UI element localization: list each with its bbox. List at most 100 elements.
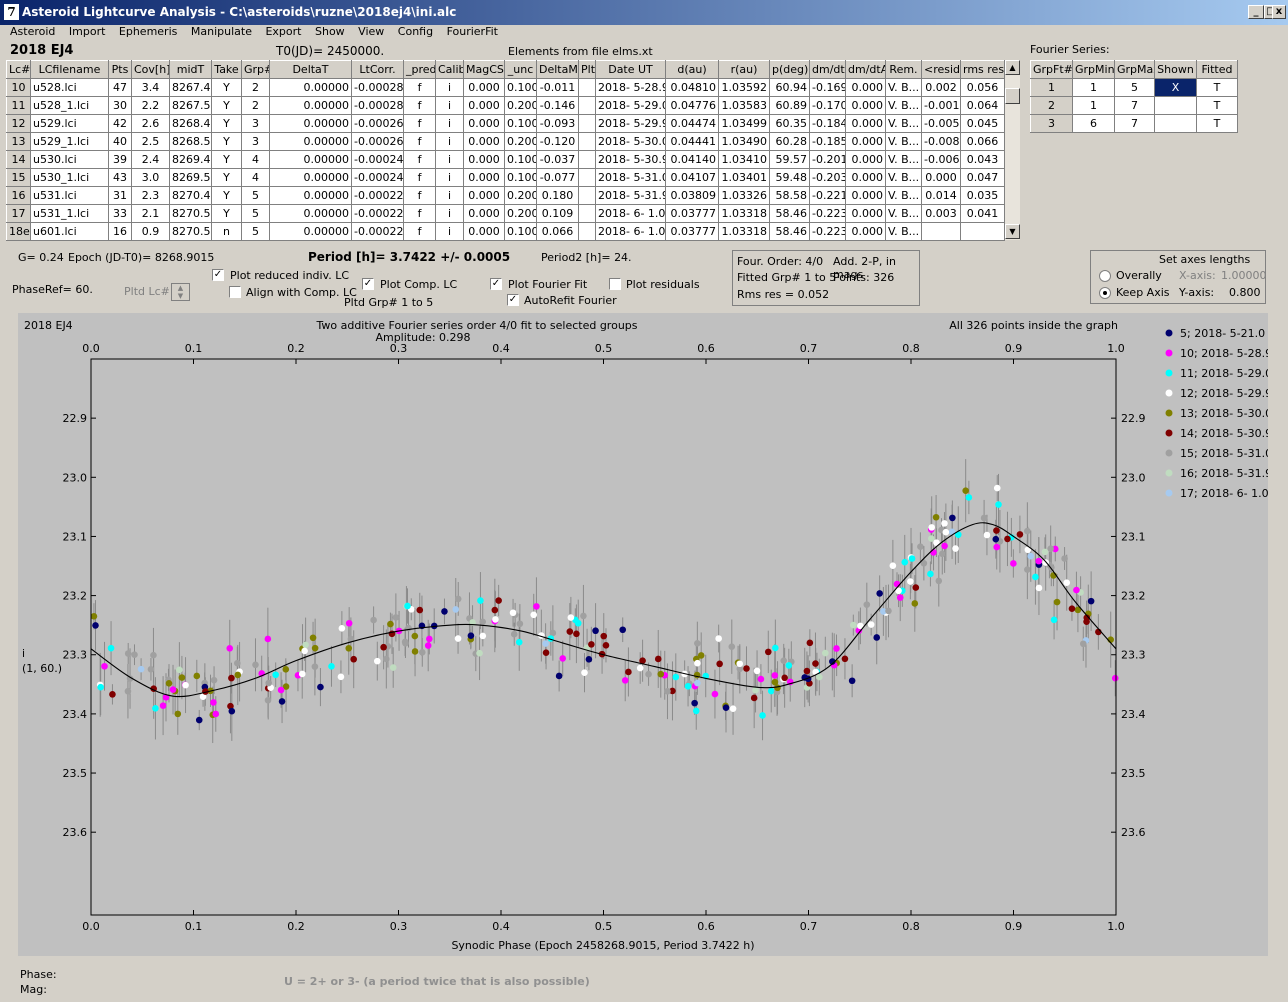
table-cell[interactable]: 0.000: [463, 78, 505, 97]
table-cell[interactable]: 0.03809: [665, 186, 719, 205]
table-cell[interactable]: f: [403, 96, 436, 115]
table-cell[interactable]: u528.lci: [30, 78, 109, 97]
table-cell[interactable]: 0.000: [921, 168, 961, 187]
table-cell[interactable]: 0.00000: [269, 78, 352, 97]
table-cell[interactable]: 0.04474: [665, 114, 719, 133]
table-cell[interactable]: f: [403, 78, 436, 97]
table-cell[interactable]: 1.03318: [718, 222, 770, 241]
table-cell[interactable]: -0.008: [921, 132, 961, 151]
table-cell[interactable]: 0.066: [960, 132, 1005, 151]
table-cell[interactable]: -0.223: [809, 222, 846, 241]
scroll-up-arrow-icon[interactable]: ▲: [1005, 60, 1020, 75]
close-button[interactable]: x: [1272, 5, 1286, 19]
autorefit-checkbox[interactable]: ✓: [507, 294, 519, 306]
table-cell[interactable]: -0.185: [809, 132, 846, 151]
table-cell[interactable]: 2.1: [131, 204, 170, 223]
menu-manipulate[interactable]: Manipulate: [190, 25, 252, 38]
table-cell[interactable]: 1.03401: [718, 168, 770, 187]
column-header[interactable]: dm/dt: [809, 60, 846, 79]
table-cell[interactable]: -0.037: [536, 150, 579, 169]
table-cell[interactable]: -0.221: [809, 186, 846, 205]
plot-fourier-checkbox[interactable]: ✓: [490, 278, 502, 290]
table-cell[interactable]: -0.170: [809, 96, 846, 115]
table-cell[interactable]: 1.03318: [718, 204, 770, 223]
table-cell[interactable]: 0.056: [960, 78, 1005, 97]
table-cell[interactable]: 0.000: [845, 114, 886, 133]
row-header[interactable]: 13: [6, 132, 31, 151]
table-cell[interactable]: Y: [211, 114, 242, 133]
table-cell[interactable]: V. B...: [885, 132, 922, 151]
table-cell[interactable]: i: [435, 186, 464, 205]
table-cell[interactable]: 0.04810: [665, 78, 719, 97]
table-cell[interactable]: 2018- 5-31.0: [595, 168, 666, 187]
table-cell[interactable]: -0.120: [536, 132, 579, 151]
menu-config[interactable]: Config: [397, 25, 434, 38]
table-cell[interactable]: -0.00026: [351, 132, 404, 151]
table-cell[interactable]: u530_1.lci: [30, 168, 109, 187]
table-cell[interactable]: -0.201: [809, 150, 846, 169]
table-cell[interactable]: [578, 96, 596, 115]
row-header[interactable]: 12: [6, 114, 31, 133]
table-cell[interactable]: i: [435, 114, 464, 133]
table-cell[interactable]: 2018- 5-29.9: [595, 114, 666, 133]
table-cell[interactable]: 1: [1072, 78, 1115, 97]
column-header[interactable]: GrpFt#: [1030, 60, 1073, 79]
table-scrollbar[interactable]: ▲ ▼: [1004, 60, 1020, 240]
table-cell[interactable]: Y: [211, 78, 242, 97]
table-cell[interactable]: 5: [1114, 78, 1155, 97]
table-cell[interactable]: -0.00022: [351, 222, 404, 241]
table-cell[interactable]: 2: [241, 78, 270, 97]
table-cell[interactable]: 2.6: [131, 114, 170, 133]
table-cell[interactable]: Y: [211, 186, 242, 205]
table-row[interactable]: 17 u531_1.lci 33 2.1 8270.5 Y 5 0.00000 -0.00022…: [6, 204, 1005, 223]
table-cell[interactable]: 2018- 5-30.9: [595, 150, 666, 169]
table-cell[interactable]: Y: [211, 168, 242, 187]
table-cell[interactable]: 0.000: [463, 132, 505, 151]
scroll-thumb[interactable]: [1005, 88, 1020, 104]
table-cell[interactable]: 3: [241, 132, 270, 151]
table-cell[interactable]: i: [435, 150, 464, 169]
table-cell[interactable]: -0.00024: [351, 168, 404, 187]
table-cell[interactable]: 8267.4: [169, 78, 212, 97]
column-header[interactable]: Lc#: [6, 60, 31, 79]
table-cell[interactable]: 2018- 5-30.0: [595, 132, 666, 151]
row-header[interactable]: 17: [6, 204, 31, 223]
table-cell[interactable]: [578, 168, 596, 187]
column-header[interactable]: DeltaM: [536, 60, 579, 79]
menu-asteroid[interactable]: Asteroid: [10, 25, 56, 38]
table-cell[interactable]: V. B...: [885, 168, 922, 187]
table-cell[interactable]: -0.077: [536, 168, 579, 187]
table-cell[interactable]: 0.200: [504, 186, 537, 205]
table-cell[interactable]: 60.89: [769, 96, 810, 115]
column-header[interactable]: MagCS: [463, 60, 505, 79]
table-cell[interactable]: 0.100: [504, 222, 537, 241]
app-icon[interactable]: 7: [4, 4, 19, 20]
table-cell[interactable]: 0.04107: [665, 168, 719, 187]
table-cell[interactable]: -0.203: [809, 168, 846, 187]
pltd-lc-spinner[interactable]: ▲ ▼: [171, 283, 190, 301]
table-cell[interactable]: X: [1154, 78, 1197, 97]
row-header[interactable]: 1: [1030, 78, 1073, 97]
x-axis-value[interactable]: 1.00000: [1221, 269, 1267, 282]
table-cell[interactable]: 2018- 6- 1.0: [595, 204, 666, 223]
row-header[interactable]: 16: [6, 186, 31, 205]
y-axis-value[interactable]: 0.800: [1229, 286, 1261, 299]
table-row[interactable]: 11 u528_1.lci 30 2.2 8267.5 Y 2 0.00000 -0.00028…: [6, 96, 1005, 115]
table-cell[interactable]: 2018- 5-29.0: [595, 96, 666, 115]
menu-ephemeris[interactable]: Ephemeris: [118, 25, 178, 38]
menu-import[interactable]: Import: [68, 25, 106, 38]
table-cell[interactable]: [921, 222, 961, 241]
table-cell[interactable]: 0.04140: [665, 150, 719, 169]
table-cell[interactable]: 6: [1072, 114, 1115, 133]
row-header[interactable]: 11: [6, 96, 31, 115]
column-header[interactable]: Fitted: [1196, 60, 1238, 79]
table-cell[interactable]: -0.223: [809, 204, 846, 223]
table-cell[interactable]: i: [435, 78, 464, 97]
table-cell[interactable]: -0.00028: [351, 96, 404, 115]
table-cell[interactable]: 0.066: [536, 222, 579, 241]
column-header[interactable]: Take: [211, 60, 242, 79]
table-cell[interactable]: 0.200: [504, 204, 537, 223]
table-cell[interactable]: 0.000: [463, 168, 505, 187]
table-cell[interactable]: 1.03490: [718, 132, 770, 151]
